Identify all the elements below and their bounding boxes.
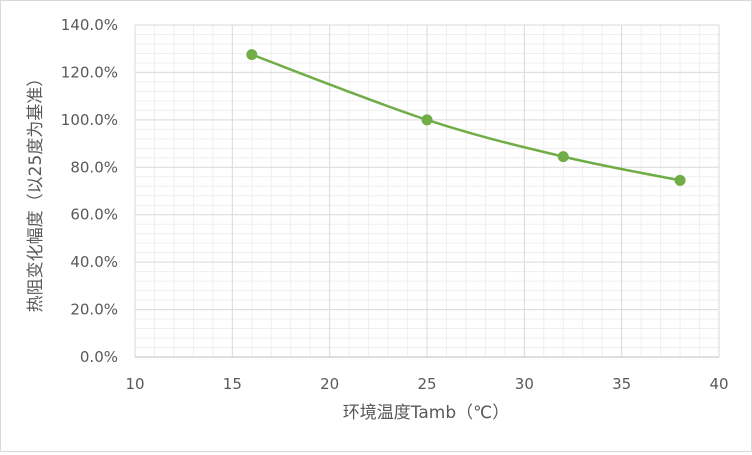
data-point [421, 114, 433, 126]
x-tick-label: 20 [320, 375, 339, 393]
y-tick-label: 140.0% [61, 16, 118, 34]
y-tick-label: 60.0% [70, 206, 118, 224]
series-line [251, 53, 681, 182]
data-point [557, 151, 569, 163]
y-tick-label: 100.0% [61, 111, 118, 129]
major-grid [134, 24, 720, 358]
data-point [246, 49, 258, 61]
data-point [674, 174, 686, 186]
tick-labels: 10 15 20 25 30 35 40 0.0% 20.0% 40.0% 60.0% 80.0% 10… [61, 16, 729, 393]
y-tick-label: 20.0% [70, 301, 118, 319]
y-tick-label: 120.0% [61, 63, 118, 81]
x-axis-title: 环境温度Tamb（℃） [343, 403, 509, 423]
y-tick-label: 80.0% [70, 158, 118, 176]
x-tick-label: 10 [125, 375, 144, 393]
x-tick-label: 30 [515, 375, 534, 393]
x-tick-label: 40 [709, 375, 728, 393]
y-tick-label: 0.0% [80, 348, 118, 366]
x-tick-label: 35 [612, 375, 631, 393]
series-layer [246, 49, 686, 186]
x-tick-label: 15 [223, 375, 242, 393]
x-tick-label: 25 [417, 375, 436, 393]
y-tick-label: 40.0% [70, 253, 118, 271]
y-axis-title: 热阻变化幅度（以25度为基准） [26, 70, 46, 313]
